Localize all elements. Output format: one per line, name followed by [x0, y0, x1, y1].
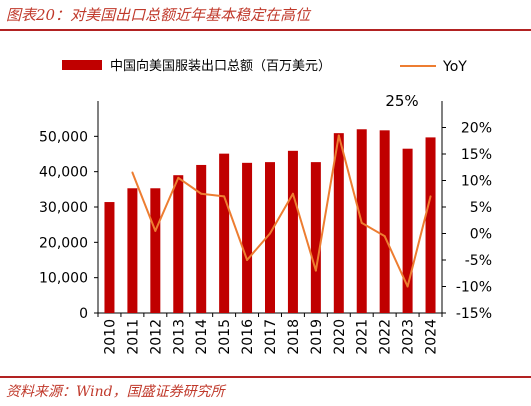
yoy-point	[291, 192, 294, 195]
y-right-tick-label: 20%	[461, 121, 492, 137]
yoy-point	[314, 269, 317, 272]
y-right-tick-label: 25%	[385, 92, 418, 110]
yoy-point	[131, 171, 134, 174]
source-note: 资料来源：Wind，国盛证券研究所	[6, 384, 225, 400]
yoy-point	[337, 134, 340, 137]
yoy-point	[406, 285, 409, 288]
y-left-tick-label: 10,000	[39, 271, 88, 287]
bar	[265, 162, 275, 313]
y-left-tick-label: 20,000	[39, 235, 88, 251]
y-right-tick-label: -15%	[456, 306, 492, 322]
yoy-point	[223, 195, 226, 198]
bar	[310, 162, 321, 313]
bar	[173, 175, 184, 313]
x-tick-label: 2022	[378, 319, 394, 355]
yoy-line	[131, 134, 432, 288]
x-tick-label: 2016	[240, 319, 256, 355]
bar	[127, 188, 138, 313]
bar	[242, 162, 253, 313]
bar	[196, 164, 207, 313]
x-tick-label: 2013	[171, 319, 187, 355]
bar	[104, 202, 115, 313]
legend-line-label: YoY	[442, 59, 467, 75]
figure-title: 图表20：对美国出口总额近年基本稳定在高位	[6, 6, 311, 24]
x-tick-label: 2015	[217, 319, 233, 355]
y-left-tick-label: 30,000	[39, 200, 88, 216]
bar	[333, 133, 344, 313]
y-left-tick-label: 40,000	[39, 165, 88, 181]
x-tick-label: 2011	[125, 319, 141, 355]
x-tick-label: 2023	[401, 319, 417, 355]
y-right-tick-label: 15%	[461, 147, 492, 163]
yoy-point	[200, 192, 203, 195]
chart: 中国向美国服装出口总额（百万美元） YoY 0 10,000 20,000 30,00…	[39, 58, 492, 355]
bars	[104, 129, 436, 313]
x-tick-label: 2010	[102, 319, 118, 355]
yoy-point	[360, 221, 363, 224]
bar	[425, 137, 436, 313]
labels: 0 10,000 20,000 30,000 40,000 50,000 -15% -10% -…	[39, 92, 492, 355]
bar	[150, 188, 161, 313]
y-right-tick-label: -10%	[456, 280, 492, 296]
x-tick-label: 2017	[263, 319, 279, 355]
x-tick-label: 2012	[148, 319, 164, 355]
yoy-point	[154, 229, 157, 232]
bar	[287, 150, 298, 313]
bar	[379, 130, 390, 313]
legend-bar-label: 中国向美国服装出口总额（百万美元）	[110, 58, 331, 74]
y-left-tick-label: 50,000	[39, 129, 88, 145]
y-right-tick-label: -5%	[465, 253, 492, 269]
y-right-tick-label: 5%	[470, 200, 492, 216]
title-rule	[0, 29, 531, 31]
x-tick-label: 2014	[194, 319, 210, 355]
yoy-point	[383, 235, 386, 238]
legend-bar-swatch	[62, 60, 102, 70]
yoy-point	[177, 176, 180, 179]
yoy-series-line	[131, 134, 432, 288]
x-tick-label: 2020	[332, 319, 348, 355]
yoy-point	[246, 259, 249, 261]
y-right-tick-label: 10%	[461, 174, 492, 190]
x-tick-label: 2021	[355, 319, 371, 355]
y-left-tick-label: 0	[79, 306, 88, 322]
x-tick-label: 2019	[309, 319, 325, 355]
yoy-point	[269, 232, 271, 235]
x-tick-label: 2018	[286, 319, 302, 355]
x-tick-label: 2024	[424, 319, 440, 355]
bar	[402, 148, 413, 313]
bar	[219, 153, 230, 313]
source-rule	[0, 376, 531, 378]
yoy-point	[429, 195, 432, 198]
legend: 中国向美国服装出口总额（百万美元） YoY	[62, 58, 467, 75]
y-right-tick-label: 0%	[470, 227, 492, 243]
